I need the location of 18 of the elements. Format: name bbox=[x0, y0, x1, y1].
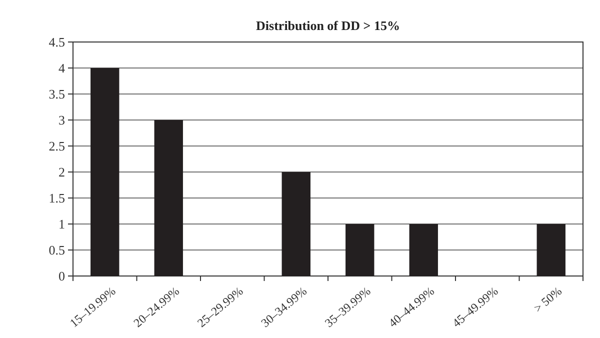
bar bbox=[90, 68, 120, 276]
y-tick-label: 3.5 bbox=[48, 86, 65, 102]
y-tick-label: 0.5 bbox=[48, 242, 65, 258]
chart-title: Distribution of DD > 15% bbox=[256, 18, 400, 33]
bar bbox=[409, 224, 438, 276]
y-tick-label: 2 bbox=[58, 164, 65, 180]
y-tick-label: 4 bbox=[58, 60, 66, 76]
y-tick-label: 3 bbox=[58, 112, 65, 128]
y-tick-label: 1 bbox=[58, 216, 65, 232]
bar bbox=[346, 224, 374, 276]
bar bbox=[536, 224, 566, 276]
y-tick-label: 4.5 bbox=[48, 34, 65, 50]
y-tick-label: 0 bbox=[58, 268, 65, 284]
bar bbox=[154, 120, 183, 276]
y-tick-label: 2.5 bbox=[48, 138, 65, 154]
y-tick-label: 1.5 bbox=[48, 190, 65, 206]
bar bbox=[282, 172, 310, 276]
x-tick-label: > 50% bbox=[531, 284, 564, 316]
